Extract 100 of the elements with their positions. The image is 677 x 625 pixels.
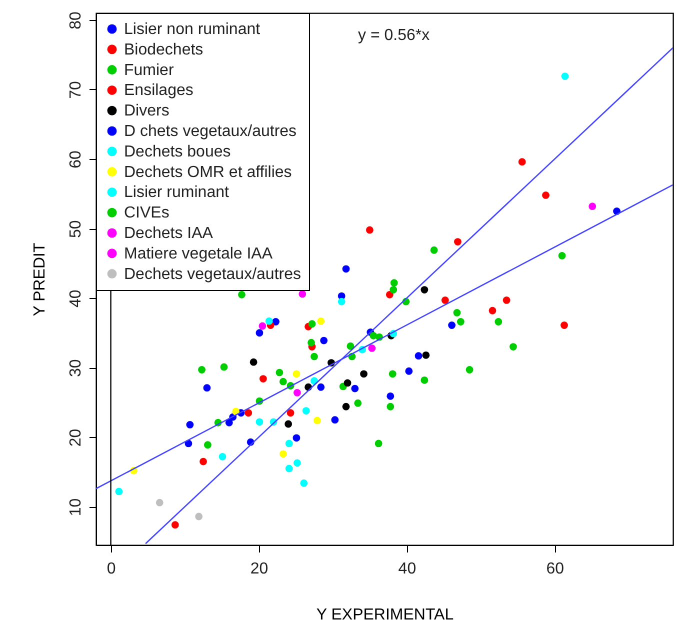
point bbox=[422, 351, 430, 359]
legend-label: Divers bbox=[124, 102, 170, 120]
point bbox=[156, 498, 164, 506]
point bbox=[285, 440, 293, 448]
point bbox=[220, 363, 228, 371]
point bbox=[561, 72, 569, 80]
legend-label: Fumier bbox=[124, 62, 174, 79]
legend-label: D chets vegetaux/autres bbox=[124, 123, 297, 140]
point bbox=[256, 329, 264, 337]
point bbox=[276, 368, 284, 376]
point bbox=[370, 332, 378, 340]
point bbox=[310, 352, 318, 360]
y-tick-label: 80 bbox=[68, 11, 84, 30]
legend-label: Dechets boues bbox=[124, 143, 231, 160]
point bbox=[204, 441, 212, 449]
point bbox=[360, 370, 368, 378]
point bbox=[456, 318, 464, 326]
point bbox=[390, 286, 398, 294]
point bbox=[171, 521, 179, 529]
point bbox=[198, 366, 206, 374]
point bbox=[414, 352, 422, 360]
y-tick-label: 60 bbox=[68, 150, 84, 168]
point bbox=[386, 290, 394, 298]
point bbox=[320, 336, 328, 344]
point bbox=[331, 416, 339, 424]
point bbox=[502, 296, 510, 304]
y-tick-label: 30 bbox=[68, 359, 84, 378]
point bbox=[338, 298, 346, 306]
point bbox=[351, 384, 359, 392]
point bbox=[454, 238, 462, 246]
legend-label: Lisier ruminant bbox=[124, 184, 230, 202]
point bbox=[294, 459, 301, 467]
point bbox=[441, 296, 449, 304]
legend-label: Ensilages bbox=[124, 82, 194, 100]
point bbox=[388, 370, 396, 378]
point bbox=[542, 192, 550, 199]
point bbox=[244, 409, 252, 417]
y-tick-label: 40 bbox=[68, 290, 84, 308]
point bbox=[588, 202, 596, 210]
point bbox=[258, 322, 266, 330]
y-axis-title: Y PREDIT bbox=[32, 242, 48, 316]
point bbox=[308, 320, 316, 328]
point bbox=[300, 479, 308, 487]
point bbox=[342, 265, 350, 273]
point bbox=[302, 407, 310, 414]
point bbox=[317, 317, 325, 325]
point bbox=[560, 322, 568, 329]
point bbox=[466, 366, 474, 374]
x-tick-label: 60 bbox=[546, 560, 564, 578]
point bbox=[186, 420, 194, 428]
point bbox=[390, 279, 398, 287]
x-tick-label: 0 bbox=[106, 560, 116, 578]
y-tick-label: 70 bbox=[68, 80, 84, 99]
point bbox=[265, 317, 273, 325]
y-tick-label: 50 bbox=[68, 220, 84, 238]
legend-label: Biodechets bbox=[124, 41, 204, 58]
legend-label: Dechets vegetaux/autres bbox=[124, 266, 301, 283]
annotation: y = 0.56*x bbox=[358, 27, 430, 44]
point bbox=[195, 512, 203, 520]
point bbox=[115, 488, 123, 496]
point bbox=[256, 418, 264, 426]
point bbox=[510, 343, 517, 351]
point bbox=[292, 434, 300, 442]
point bbox=[203, 384, 211, 392]
point bbox=[368, 344, 376, 352]
point bbox=[298, 290, 306, 298]
point bbox=[558, 252, 566, 260]
point bbox=[225, 418, 233, 426]
legend-label: Dechets IAA bbox=[124, 225, 214, 242]
point bbox=[238, 290, 246, 298]
legend-label: Matiere vegetale IAA bbox=[124, 245, 273, 262]
legend-label: Dechets OMR et affilies bbox=[124, 164, 292, 181]
point bbox=[344, 379, 352, 387]
point bbox=[250, 358, 258, 366]
point bbox=[342, 402, 350, 410]
point bbox=[518, 158, 526, 166]
point bbox=[405, 367, 413, 375]
point bbox=[354, 399, 362, 407]
x-axis-title: Y EXPERIMENTAL bbox=[316, 606, 454, 624]
point bbox=[279, 450, 287, 458]
point bbox=[494, 318, 502, 326]
y-tick-label: 10 bbox=[68, 498, 84, 516]
point bbox=[453, 309, 461, 316]
point bbox=[259, 375, 267, 382]
point bbox=[308, 338, 315, 346]
point bbox=[285, 464, 293, 472]
point bbox=[200, 458, 207, 466]
point bbox=[218, 452, 226, 460]
point bbox=[313, 416, 321, 424]
point bbox=[284, 420, 292, 428]
legend-label: Lisier non ruminant bbox=[124, 21, 261, 38]
point bbox=[346, 342, 354, 350]
point bbox=[292, 370, 300, 378]
point bbox=[317, 383, 325, 391]
point bbox=[366, 226, 374, 234]
point bbox=[279, 378, 287, 386]
point bbox=[286, 409, 294, 417]
x-tick-label: 40 bbox=[398, 560, 416, 578]
point bbox=[386, 402, 394, 410]
y-tick-label: 20 bbox=[68, 428, 84, 447]
